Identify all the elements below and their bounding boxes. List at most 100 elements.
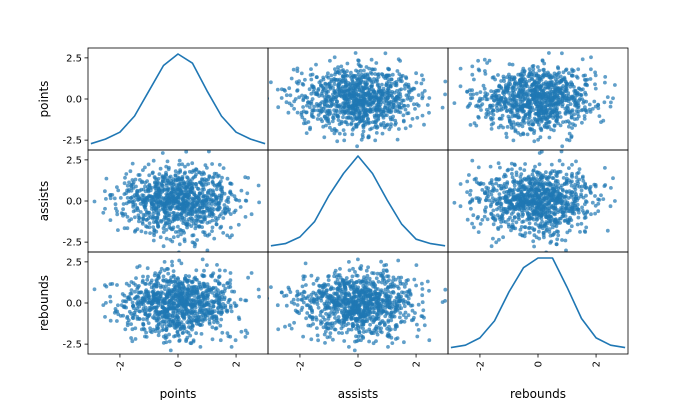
scatter-point xyxy=(332,55,337,60)
scatter-point xyxy=(230,289,234,294)
scatter-point xyxy=(131,313,136,318)
scatter-point xyxy=(143,184,147,189)
scatter-point xyxy=(547,200,551,205)
scatter-point xyxy=(215,263,219,267)
scatter-point xyxy=(611,96,615,101)
scatter-point xyxy=(364,100,369,105)
scatter-point xyxy=(309,113,314,118)
scatter-point xyxy=(590,200,595,205)
scatter-point xyxy=(491,208,496,213)
scatter-point xyxy=(525,211,530,216)
scatter-point xyxy=(497,237,501,242)
scatter-point xyxy=(494,188,499,193)
scatter-point xyxy=(472,121,477,125)
scatter-point xyxy=(554,242,559,247)
scatter-point xyxy=(315,75,319,80)
scatter-point xyxy=(141,274,145,279)
scatter-point xyxy=(222,206,227,211)
scatter-point xyxy=(360,72,364,77)
scatter-point xyxy=(219,224,224,229)
scatter-point xyxy=(474,91,479,96)
scatter-point xyxy=(210,325,215,330)
scatter-point xyxy=(373,138,378,143)
scatter-point xyxy=(304,110,308,115)
scatter-point xyxy=(204,182,209,187)
scatter-point xyxy=(214,187,219,192)
scatter-point xyxy=(54,303,58,307)
scatter-point xyxy=(530,188,535,193)
scatter-point xyxy=(511,138,516,143)
scatter-point xyxy=(509,122,514,127)
scatter-point xyxy=(154,205,159,210)
scatter-point xyxy=(552,91,557,96)
scatter-point xyxy=(355,144,359,149)
scatter-point xyxy=(605,95,610,99)
scatter-point xyxy=(92,199,97,204)
scatter-point xyxy=(326,108,330,113)
scatter-point xyxy=(176,177,181,182)
scatter-point xyxy=(523,231,528,236)
scatter-point xyxy=(552,114,557,118)
scatter-point xyxy=(284,100,289,105)
scatter-point xyxy=(216,182,221,187)
scatter-point xyxy=(122,181,127,186)
scatter-point xyxy=(141,168,145,173)
scatter-point xyxy=(496,89,501,93)
scatter-point xyxy=(324,85,328,90)
scatter-point xyxy=(238,297,243,302)
scatter-point xyxy=(489,244,494,249)
scatter-point xyxy=(347,100,352,104)
scatter-point xyxy=(196,187,201,191)
scatter-point xyxy=(576,109,581,114)
scatter-point xyxy=(169,354,173,358)
scatter-point xyxy=(516,198,520,203)
scatter-point xyxy=(335,114,340,119)
scatter-point xyxy=(521,103,525,108)
scatter-point xyxy=(489,95,494,100)
scatter-point xyxy=(171,180,176,185)
scatter-point xyxy=(167,225,172,230)
scatter-point xyxy=(545,108,550,112)
scatter-point xyxy=(121,207,125,212)
scatter-point xyxy=(183,192,188,197)
scatter-point xyxy=(489,192,494,197)
scatter-point xyxy=(163,196,168,200)
scatter-point xyxy=(368,108,373,112)
scatter-point xyxy=(123,212,128,217)
scatter-point xyxy=(561,188,565,193)
scatter-point xyxy=(173,285,178,290)
scatter-point xyxy=(322,115,327,119)
scatter-point xyxy=(369,84,374,89)
scatter-point xyxy=(478,96,482,101)
scatter-point xyxy=(139,229,144,234)
scatter-point xyxy=(171,305,176,310)
scatter-point xyxy=(186,195,190,200)
scatter-point xyxy=(550,80,554,84)
scatter-point xyxy=(218,185,223,190)
scatter-point xyxy=(560,162,565,167)
scatter-point xyxy=(196,196,201,201)
scatter-point xyxy=(504,97,508,101)
scatter-point xyxy=(530,172,535,177)
scatter-point xyxy=(124,172,129,176)
scatter-point xyxy=(535,212,539,217)
scatter-point xyxy=(244,298,249,303)
scatter-point xyxy=(124,299,129,304)
scatter-point xyxy=(301,105,305,109)
scatter-point xyxy=(470,221,474,226)
scatter-point xyxy=(225,331,230,335)
scatter-point xyxy=(216,306,221,311)
scatter-point xyxy=(547,124,551,129)
scatter-point xyxy=(476,165,481,170)
scatter-point xyxy=(54,188,58,192)
scatter-point xyxy=(295,66,300,71)
scatter-point xyxy=(507,116,512,121)
scatter-point xyxy=(344,109,349,114)
kde-line-points xyxy=(90,53,266,145)
scatter-point xyxy=(537,195,542,200)
scatter-point xyxy=(572,117,577,121)
scatter-point xyxy=(284,93,289,98)
scatter-point xyxy=(237,317,242,321)
scatter-point xyxy=(509,212,514,216)
